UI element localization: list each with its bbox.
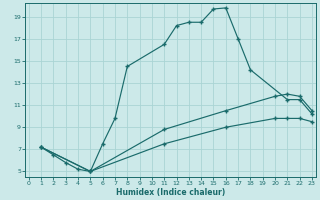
X-axis label: Humidex (Indice chaleur): Humidex (Indice chaleur) (116, 188, 225, 197)
